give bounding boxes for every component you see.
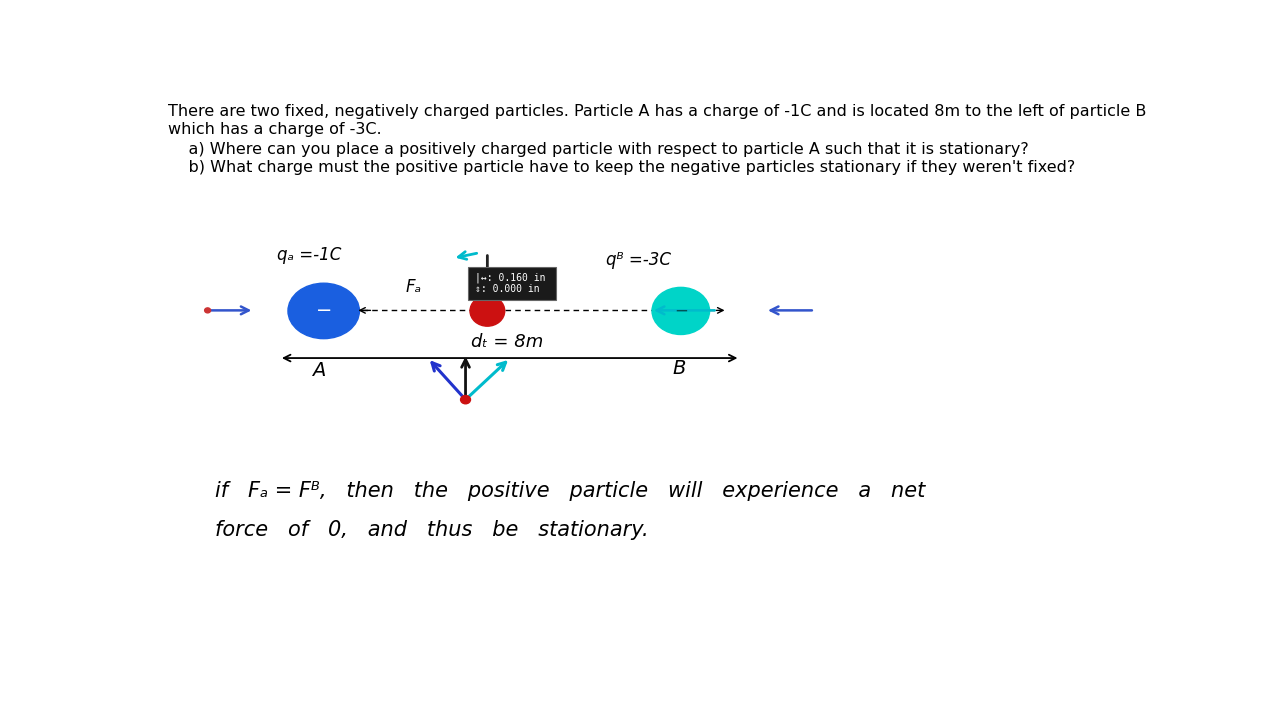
Text: |↔: 0.160 in: |↔: 0.160 in <box>475 273 547 283</box>
Text: a) Where can you place a positively charged particle with respect to particle A : a) Where can you place a positively char… <box>168 142 1029 157</box>
Text: qₐ =-1C: qₐ =-1C <box>276 246 342 264</box>
Text: qᴮ =-3C: qᴮ =-3C <box>607 251 672 269</box>
Text: −: − <box>673 302 687 320</box>
Ellipse shape <box>470 296 504 326</box>
Text: ⇕: 0.000 in: ⇕: 0.000 in <box>475 284 540 294</box>
Text: which has a charge of -3C.: which has a charge of -3C. <box>168 122 381 138</box>
Text: force   of   0,   and   thus   be   stationary.: force of 0, and thus be stationary. <box>215 520 648 540</box>
Text: b) What charge must the positive particle have to keep the negative particles st: b) What charge must the positive particl… <box>168 160 1075 175</box>
Ellipse shape <box>205 308 211 313</box>
Text: if   Fₐ = Fᴮ,   then   the   positive   particle   will   experience   a   net: if Fₐ = Fᴮ, then the positive particle w… <box>215 481 925 501</box>
Text: There are two fixed, negatively charged particles. Particle A has a charge of -1: There are two fixed, negatively charged … <box>168 104 1147 119</box>
Ellipse shape <box>288 283 360 338</box>
Text: −: − <box>315 302 332 320</box>
Ellipse shape <box>652 287 709 335</box>
Text: A: A <box>312 361 325 380</box>
Text: B: B <box>672 359 686 378</box>
Text: dₜ = 8m: dₜ = 8m <box>471 333 543 351</box>
FancyBboxPatch shape <box>467 267 556 300</box>
Text: Fₐ: Fₐ <box>406 278 422 296</box>
Ellipse shape <box>461 395 471 404</box>
